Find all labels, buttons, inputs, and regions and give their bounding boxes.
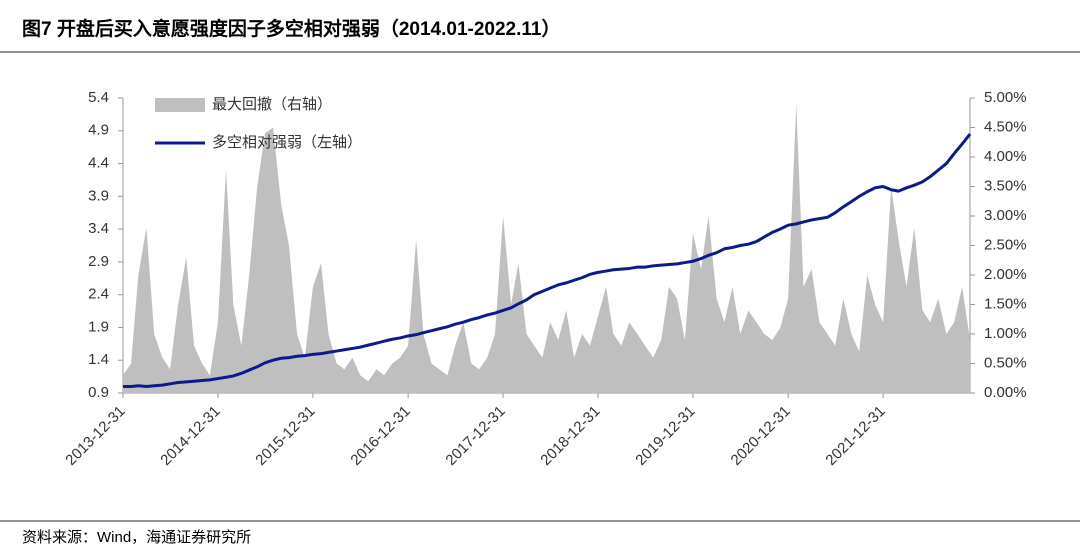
y2-tick-label: 5.00% <box>984 89 1027 106</box>
y-tick-label: 1.9 <box>88 318 109 335</box>
x-tick-label: 2021-12-31 <box>822 403 888 469</box>
y2-tick-label: 4.50% <box>984 118 1027 135</box>
x-tick-label: 2016-12-31 <box>347 403 413 469</box>
y2-tick-label: 0.50% <box>984 354 1027 371</box>
y-tick-label: 2.4 <box>88 286 109 303</box>
strength-line <box>123 133 972 388</box>
x-tick-label: 2019-12-31 <box>632 403 698 469</box>
y-tick-label: 3.4 <box>88 220 109 237</box>
y2-tick-label: 3.00% <box>984 207 1027 224</box>
y-tick-label: 1.4 <box>88 351 109 368</box>
x-tick-label: 2017-12-31 <box>442 403 508 469</box>
y2-tick-label: 4.00% <box>984 148 1027 165</box>
x-tick-label: 2018-12-31 <box>537 403 603 469</box>
y-tick-label: 0.9 <box>88 384 109 401</box>
x-tick-label: 2015-12-31 <box>252 403 318 469</box>
chart-title: 图7 开盘后买入意愿强度因子多空相对强弱（2014.01-2022.11） <box>22 17 561 40</box>
x-tick-label: 2014-12-31 <box>157 403 223 469</box>
legend-label: 最大回撤（右轴） <box>212 96 332 113</box>
x-tick-label: 2013-12-31 <box>62 403 128 469</box>
y-tick-label: 5.4 <box>88 89 109 106</box>
x-tick-label: 2020-12-31 <box>728 403 794 469</box>
y2-tick-label: 1.00% <box>984 325 1027 342</box>
y2-tick-label: 3.50% <box>984 177 1027 194</box>
y-tick-label: 4.9 <box>88 122 109 139</box>
y2-tick-label: 2.50% <box>984 236 1027 253</box>
y2-tick-label: 0.00% <box>984 384 1027 401</box>
legend-label: 多空相对强弱（左轴） <box>212 134 362 151</box>
legend-swatch <box>155 98 205 112</box>
y2-tick-label: 2.00% <box>984 266 1027 283</box>
y-tick-label: 3.9 <box>88 187 109 204</box>
source-note: 资料来源：Wind，海通证券研究所 <box>22 529 251 546</box>
y2-tick-label: 1.50% <box>984 295 1027 312</box>
drawdown-area <box>123 103 970 394</box>
y-tick-label: 2.9 <box>88 253 109 270</box>
y-tick-label: 4.4 <box>88 155 109 172</box>
